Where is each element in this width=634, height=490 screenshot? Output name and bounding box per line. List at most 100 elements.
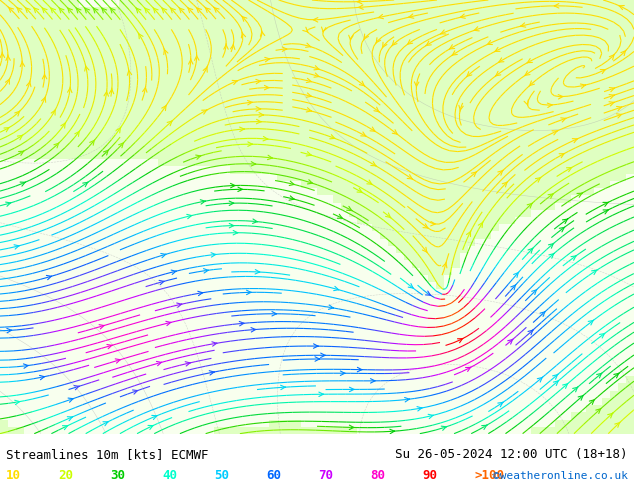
FancyArrowPatch shape xyxy=(242,16,247,21)
FancyArrowPatch shape xyxy=(265,57,269,62)
FancyArrowPatch shape xyxy=(349,425,354,430)
FancyArrowPatch shape xyxy=(553,381,559,386)
FancyArrowPatch shape xyxy=(157,362,162,366)
FancyArrowPatch shape xyxy=(596,408,601,414)
FancyArrowPatch shape xyxy=(103,150,108,155)
FancyArrowPatch shape xyxy=(465,367,471,371)
FancyArrowPatch shape xyxy=(103,421,108,426)
FancyArrowPatch shape xyxy=(474,27,479,31)
FancyArrowPatch shape xyxy=(162,7,167,13)
FancyArrowPatch shape xyxy=(615,422,620,427)
FancyArrowPatch shape xyxy=(159,280,164,285)
FancyArrowPatch shape xyxy=(67,416,73,421)
FancyArrowPatch shape xyxy=(0,52,4,58)
Text: 80: 80 xyxy=(370,469,385,483)
FancyArrowPatch shape xyxy=(357,188,363,193)
FancyArrowPatch shape xyxy=(540,311,545,317)
FancyArrowPatch shape xyxy=(212,342,217,346)
FancyArrowPatch shape xyxy=(6,55,10,60)
FancyArrowPatch shape xyxy=(609,95,614,99)
FancyArrowPatch shape xyxy=(161,253,166,258)
FancyArrowPatch shape xyxy=(371,162,376,166)
FancyArrowPatch shape xyxy=(553,374,558,379)
FancyArrowPatch shape xyxy=(415,82,419,88)
FancyArrowPatch shape xyxy=(548,243,553,248)
FancyArrowPatch shape xyxy=(426,41,431,46)
FancyArrowPatch shape xyxy=(532,290,537,294)
FancyArrowPatch shape xyxy=(374,107,379,112)
FancyArrowPatch shape xyxy=(390,429,394,434)
FancyArrowPatch shape xyxy=(554,3,559,8)
FancyArrowPatch shape xyxy=(511,285,516,290)
FancyArrowPatch shape xyxy=(487,41,493,45)
FancyArrowPatch shape xyxy=(256,79,261,84)
FancyArrowPatch shape xyxy=(307,180,313,184)
FancyArrowPatch shape xyxy=(247,290,251,294)
FancyArrowPatch shape xyxy=(164,49,168,54)
FancyArrowPatch shape xyxy=(430,221,435,226)
FancyArrowPatch shape xyxy=(282,47,287,51)
FancyArrowPatch shape xyxy=(54,143,59,148)
FancyArrowPatch shape xyxy=(93,8,98,13)
FancyArrowPatch shape xyxy=(558,95,563,99)
FancyArrowPatch shape xyxy=(603,202,608,206)
FancyArrowPatch shape xyxy=(67,7,72,13)
FancyArrowPatch shape xyxy=(143,86,147,92)
FancyArrowPatch shape xyxy=(361,132,366,136)
FancyArrowPatch shape xyxy=(382,42,387,48)
FancyArrowPatch shape xyxy=(252,219,257,223)
FancyArrowPatch shape xyxy=(209,370,214,375)
FancyArrowPatch shape xyxy=(185,362,190,366)
Text: Streamlines 10m [kts] ECMWF: Streamlines 10m [kts] ECMWF xyxy=(6,448,209,461)
FancyArrowPatch shape xyxy=(166,321,171,326)
FancyArrowPatch shape xyxy=(306,108,311,112)
FancyArrowPatch shape xyxy=(263,136,268,141)
FancyArrowPatch shape xyxy=(306,43,311,48)
FancyArrowPatch shape xyxy=(231,44,235,49)
FancyArrowPatch shape xyxy=(458,339,463,343)
FancyArrowPatch shape xyxy=(330,135,335,139)
FancyArrowPatch shape xyxy=(478,222,483,227)
FancyArrowPatch shape xyxy=(41,97,46,102)
FancyArrowPatch shape xyxy=(367,180,372,185)
FancyArrowPatch shape xyxy=(616,106,622,111)
FancyArrowPatch shape xyxy=(127,70,132,75)
FancyArrowPatch shape xyxy=(407,40,413,45)
FancyArrowPatch shape xyxy=(370,127,375,131)
FancyArrowPatch shape xyxy=(133,390,138,394)
FancyArrowPatch shape xyxy=(200,200,205,204)
Text: 50: 50 xyxy=(214,469,230,483)
FancyArrowPatch shape xyxy=(187,214,192,219)
FancyArrowPatch shape xyxy=(358,368,362,372)
Text: Su 26-05-2024 12:00 UTC (18+18): Su 26-05-2024 12:00 UTC (18+18) xyxy=(395,448,628,461)
FancyArrowPatch shape xyxy=(408,284,413,289)
FancyArrowPatch shape xyxy=(407,174,413,179)
FancyArrowPatch shape xyxy=(256,120,261,124)
FancyArrowPatch shape xyxy=(84,8,89,13)
FancyArrowPatch shape xyxy=(621,50,626,56)
FancyArrowPatch shape xyxy=(289,181,294,186)
FancyArrowPatch shape xyxy=(592,270,597,274)
FancyArrowPatch shape xyxy=(152,416,157,419)
FancyArrowPatch shape xyxy=(537,377,543,382)
FancyArrowPatch shape xyxy=(255,270,260,274)
FancyArrowPatch shape xyxy=(233,230,238,235)
Text: 30: 30 xyxy=(110,469,126,483)
FancyArrowPatch shape xyxy=(281,385,285,390)
FancyArrowPatch shape xyxy=(42,74,47,79)
FancyArrowPatch shape xyxy=(138,33,143,39)
FancyArrowPatch shape xyxy=(482,425,487,429)
FancyArrowPatch shape xyxy=(428,415,433,418)
FancyArrowPatch shape xyxy=(251,328,256,332)
FancyArrowPatch shape xyxy=(167,121,172,126)
FancyArrowPatch shape xyxy=(549,253,554,258)
FancyArrowPatch shape xyxy=(443,262,447,268)
FancyArrowPatch shape xyxy=(20,61,25,67)
FancyArrowPatch shape xyxy=(385,213,391,218)
Text: 90: 90 xyxy=(422,469,437,483)
FancyArrowPatch shape xyxy=(196,155,201,159)
FancyArrowPatch shape xyxy=(198,291,203,295)
FancyArrowPatch shape xyxy=(148,425,153,429)
FancyArrowPatch shape xyxy=(467,72,472,77)
FancyArrowPatch shape xyxy=(14,245,19,249)
